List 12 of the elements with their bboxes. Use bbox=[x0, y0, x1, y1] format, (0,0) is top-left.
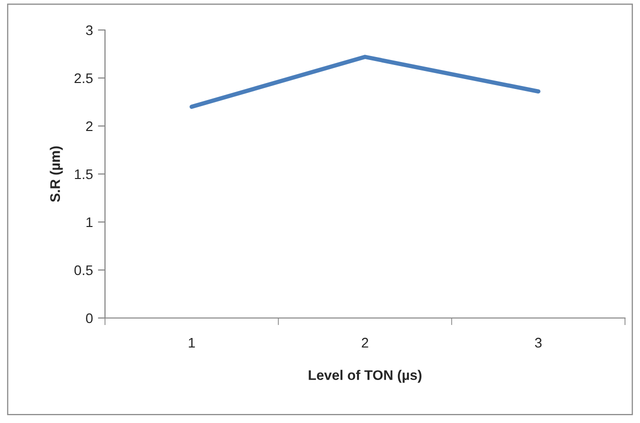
x-tick-label: 2 bbox=[362, 338, 368, 348]
y-tick-label: 2 bbox=[86, 121, 92, 132]
y-axis-title: S.R (µm) bbox=[50, 146, 63, 202]
x-tick-label: 3 bbox=[535, 338, 542, 348]
x-axis-title: Level of TON (µs) bbox=[308, 370, 422, 383]
x-tick-label: 1 bbox=[188, 338, 195, 348]
y-tick-label: 1.5 bbox=[74, 169, 93, 180]
y-tick-label: 0.5 bbox=[74, 265, 93, 276]
y-tick-label: 2.5 bbox=[74, 73, 93, 84]
y-tick-label: 0 bbox=[86, 313, 93, 324]
y-tick-label: 1 bbox=[86, 217, 93, 228]
y-tick-label: 3 bbox=[86, 25, 93, 36]
